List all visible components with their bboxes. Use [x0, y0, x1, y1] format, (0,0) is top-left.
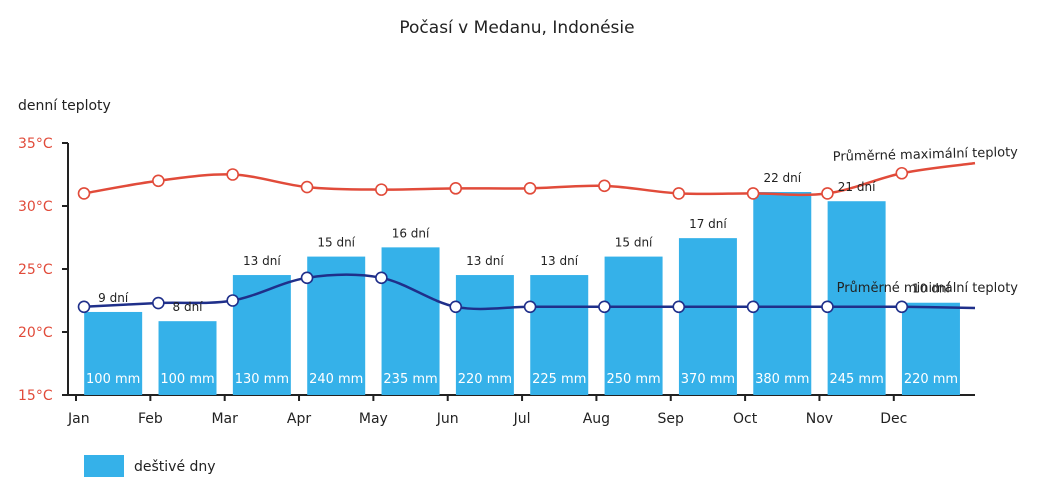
rain-bar	[678, 238, 737, 395]
x-tick-label: Dec	[880, 411, 907, 427]
rain-days-label: 9 dní	[98, 291, 129, 305]
max-temp-point	[598, 179, 611, 193]
legend: deštivé dny	[84, 455, 216, 477]
max-temp-point	[226, 168, 239, 181]
rain-mm-label: 250 mm	[606, 372, 660, 387]
axes-layer: 15°C 20°C 25°C 30°C 35°C Jan Feb Mar Apr May Jun Ju…	[18, 136, 975, 427]
y-tick-label: 20°C	[18, 325, 53, 341]
max-temp-point	[77, 187, 91, 200]
rain-bar	[84, 311, 143, 395]
y-tick-label: 15°C	[18, 388, 53, 404]
rain-bar	[530, 275, 589, 395]
lines-layer: Průměrné maximální teploty Průměrné minim…	[77, 145, 1019, 314]
rain-days-label: 15 dní	[615, 236, 653, 250]
x-tick-label: Sep	[658, 411, 685, 427]
rain-bar	[753, 192, 812, 395]
rain-mm-label: 130 mm	[235, 372, 289, 387]
x-tick-label: Jul	[513, 411, 531, 427]
rain-days-label: 13 dní	[243, 254, 281, 268]
rain-bar	[232, 275, 291, 395]
rain-mm-label: 100 mm	[86, 372, 140, 387]
max-temp-point	[746, 187, 760, 200]
rain-days-label: 22 dní	[763, 171, 801, 185]
min-temp-point	[523, 300, 537, 314]
max-temp-point	[152, 174, 165, 188]
rain-bar	[455, 275, 514, 395]
rain-bar	[307, 256, 366, 395]
max-temp-point	[672, 187, 686, 200]
max-temp-point	[821, 187, 834, 200]
min-temp-series-label: Průměrné minimální teploty	[837, 281, 1019, 296]
y-axis-label: denní teploty	[18, 98, 111, 114]
rain-bar	[158, 321, 217, 395]
rain-bar	[901, 302, 960, 395]
max-temp-point	[895, 166, 909, 180]
max-temp-point	[375, 183, 388, 196]
rain-days-label: 16 dní	[392, 226, 430, 240]
min-temp-point	[672, 300, 686, 314]
rain-days-label: 8 dní	[173, 300, 204, 314]
min-temp-point	[226, 294, 239, 307]
min-temp-point	[821, 300, 834, 314]
max-temp-point	[449, 182, 463, 195]
rain-days-label: 13 dní	[540, 254, 578, 268]
y-tick-label: 35°C	[18, 136, 53, 152]
rain-days-label: 10 dní	[912, 282, 950, 296]
rain-days-label: 17 dní	[689, 217, 727, 231]
max-temp-point	[300, 180, 314, 194]
y-tick-label: 25°C	[18, 262, 53, 278]
rain-days-label: 21 dní	[838, 180, 876, 194]
rain-mm-label: 100 mm	[160, 372, 214, 387]
rain-bar	[604, 256, 663, 395]
min-temp-point	[746, 300, 760, 314]
rain-bar	[381, 247, 440, 395]
chart-title: Počasí v Medanu, Indonésie	[399, 18, 634, 38]
x-tick-label: Jan	[67, 411, 90, 427]
rain-bar	[827, 201, 886, 395]
rain-mm-label: 220 mm	[904, 372, 958, 387]
y-tick-label: 30°C	[18, 199, 53, 215]
x-tick-label: Mar	[211, 411, 238, 427]
rain-mm-label: 240 mm	[309, 372, 363, 387]
rain-days-label: 15 dní	[317, 236, 355, 250]
rain-days-label: 13 dní	[466, 254, 504, 268]
min-temp-point	[77, 300, 91, 314]
max-temp-series-label: Průměrné maximální teploty	[833, 145, 1019, 165]
x-tick-label: Aug	[583, 411, 610, 427]
legend-swatch	[84, 455, 124, 477]
rain-mm-label: 245 mm	[829, 372, 883, 387]
x-tick-label: Feb	[138, 411, 163, 427]
min-temp-point	[895, 300, 909, 314]
rain-mm-label: 370 mm	[681, 372, 735, 387]
legend-label: deštivé dny	[134, 459, 216, 475]
bars-layer	[84, 192, 960, 395]
x-tick-label: Jun	[436, 411, 459, 427]
rain-mm-label: 235 mm	[383, 372, 437, 387]
min-temp-point	[598, 300, 611, 314]
labels-layer: 9 dní 100 mm 8 dní 100 mm 13 dní 130 mm 15 dní…	[86, 171, 958, 387]
x-tick-label: Apr	[287, 411, 311, 427]
x-tick-label: Oct	[733, 411, 758, 427]
min-temp-point	[375, 271, 388, 285]
max-temp-point	[523, 182, 537, 195]
rain-mm-label: 225 mm	[532, 372, 586, 387]
rain-mm-label: 220 mm	[458, 372, 512, 387]
min-temp-point	[449, 300, 463, 314]
min-temp-point	[152, 296, 165, 310]
min-temp-point	[300, 271, 314, 285]
x-tick-label: Nov	[806, 411, 833, 427]
rain-mm-label: 380 mm	[755, 372, 809, 387]
x-tick-label: May	[359, 411, 388, 427]
